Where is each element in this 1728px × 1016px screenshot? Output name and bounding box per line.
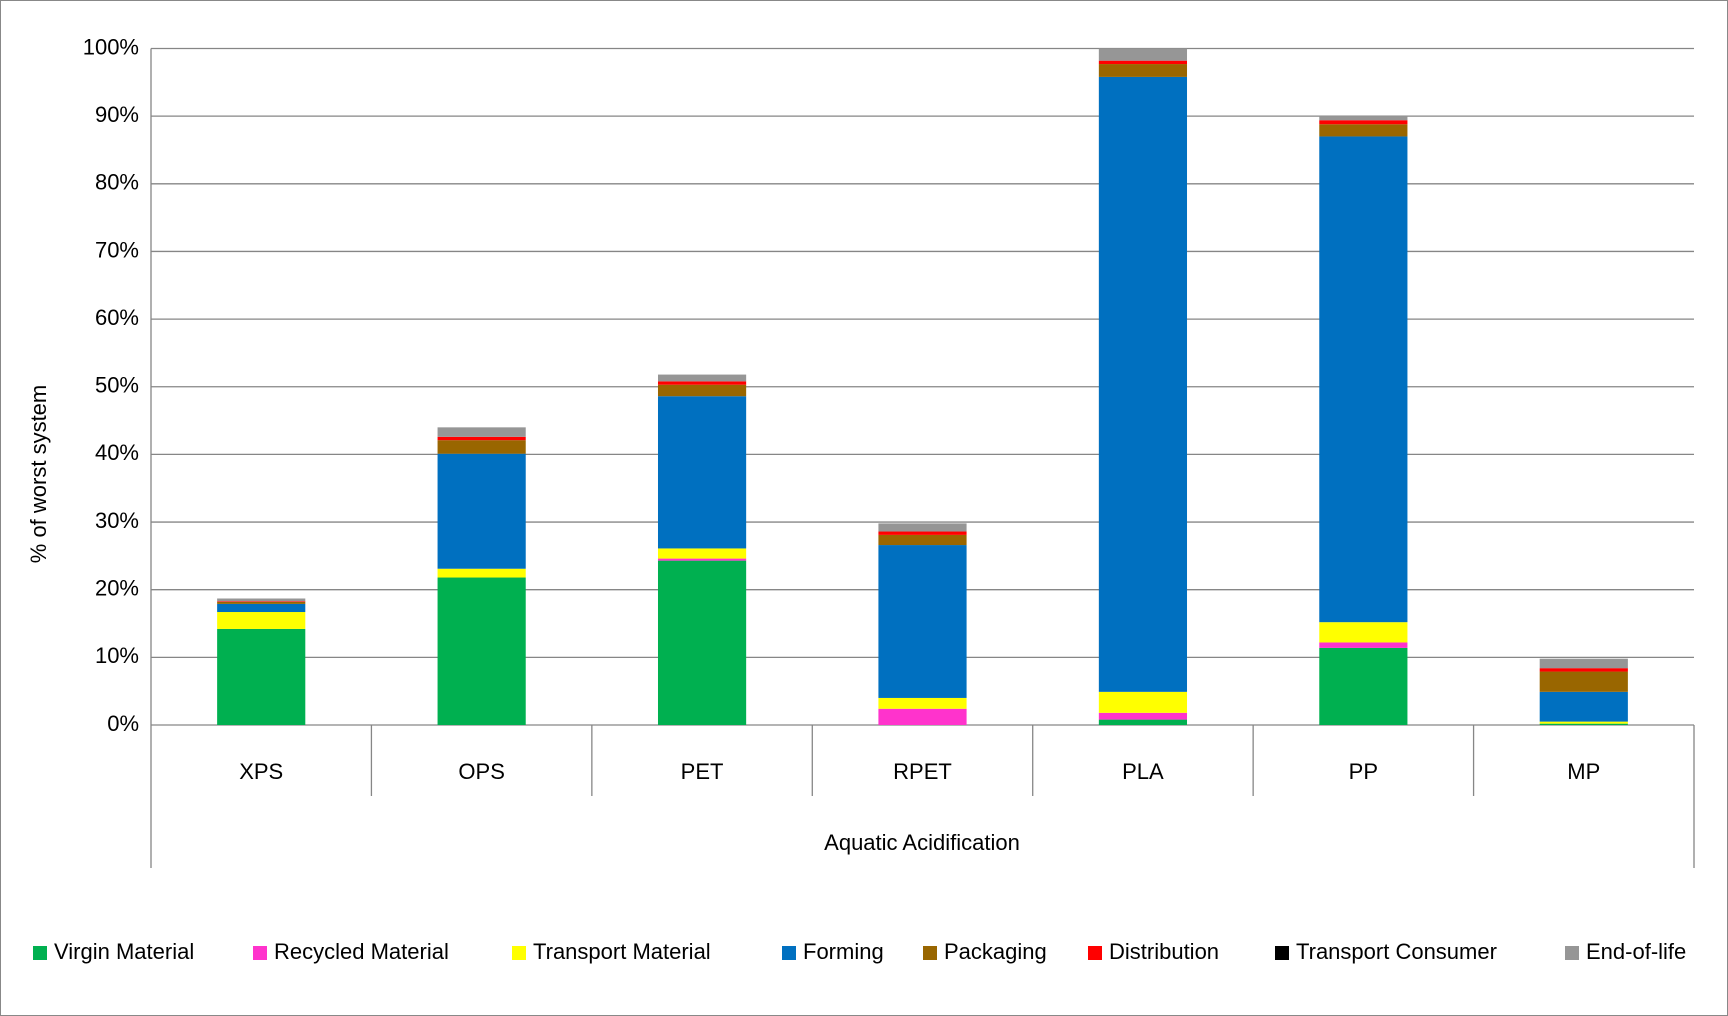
legend-swatch (782, 946, 796, 960)
bar-segment (1539, 723, 1628, 725)
bar-segment (1098, 76, 1188, 692)
legend-label: Distribution (1109, 939, 1219, 964)
bar-segment (1319, 642, 1408, 648)
legend-label: Recycled Material (274, 939, 449, 964)
bar-segment (1319, 622, 1408, 643)
legend-swatch (253, 946, 267, 960)
bar-segment (878, 523, 967, 532)
bar-segment (437, 453, 526, 569)
bar-segment (1098, 64, 1188, 77)
bar-segment (878, 697, 967, 709)
x-tick-label: PET (681, 759, 724, 784)
legend-label: Virgin Material (54, 939, 194, 964)
bar-segment (657, 384, 747, 397)
x-tick-label: PLA (1122, 759, 1164, 784)
bar-segment (1539, 668, 1628, 672)
legend-label: Transport Consumer (1296, 939, 1497, 964)
x-tick-label: RPET (893, 759, 952, 784)
x-axis-title: Aquatic Acidification (824, 830, 1020, 855)
bar-segment (217, 612, 306, 629)
y-tick-label: 40% (95, 440, 139, 465)
x-tick-label: PP (1349, 759, 1378, 784)
bar-segment (1319, 120, 1408, 125)
legend-swatch (1565, 946, 1579, 960)
bar-segment (217, 601, 306, 604)
bar-segment (1319, 136, 1408, 623)
legend-swatch (1088, 946, 1102, 960)
bar-segment (1319, 647, 1408, 725)
x-tick-label: XPS (239, 759, 283, 784)
bar-segment (437, 577, 526, 725)
legend-label: Transport Material (533, 939, 711, 964)
y-tick-label: 60% (95, 305, 139, 330)
bar-segment (217, 598, 306, 602)
legend-swatch (1275, 946, 1289, 960)
y-tick-label: 0% (107, 711, 139, 736)
bar-segment (657, 548, 747, 559)
bar-segment (437, 436, 526, 441)
legend-swatch (512, 946, 526, 960)
bar-segment (1319, 124, 1408, 137)
legend-label: End-of-life (1586, 939, 1686, 964)
y-tick-label: 50% (95, 373, 139, 398)
legend-swatch (33, 946, 47, 960)
y-tick-label: 20% (95, 576, 139, 601)
bar-segment (217, 601, 306, 602)
legend-swatch (923, 946, 937, 960)
y-tick-label: 70% (95, 237, 139, 262)
bar-segment (1098, 719, 1188, 725)
x-tick-label: MP (1567, 759, 1600, 784)
bar-segment (878, 708, 967, 725)
bar-segment (217, 603, 306, 613)
legend-label: Forming (803, 939, 884, 964)
bar-segment (657, 558, 747, 561)
bar-segment (1539, 671, 1628, 692)
bar-segment (878, 534, 967, 546)
y-axis-title: % of worst system (26, 385, 51, 563)
bar-segment (1319, 116, 1408, 121)
bar-segment (1539, 658, 1628, 669)
bar-segment (1539, 721, 1628, 724)
bar-segment (217, 628, 306, 725)
bar-segment (1098, 691, 1188, 713)
bar-segment (437, 427, 526, 437)
bar-segment (1098, 712, 1188, 720)
bar-segment (657, 396, 747, 549)
y-tick-label: 100% (83, 34, 139, 59)
y-tick-label: 10% (95, 643, 139, 668)
bar-segment (657, 381, 747, 385)
bar-segment (437, 440, 526, 454)
legend-label: Packaging (944, 939, 1047, 964)
bar-segment (437, 568, 526, 578)
y-tick-label: 80% (95, 170, 139, 195)
y-tick-label: 30% (95, 508, 139, 533)
bar-segment (657, 560, 747, 725)
bar-segment (1098, 60, 1188, 65)
bar-segment (878, 545, 967, 698)
bar-segment (1539, 691, 1628, 722)
x-tick-label: OPS (458, 759, 504, 784)
bar-segment (878, 531, 967, 535)
bar-segment (1098, 48, 1188, 61)
y-tick-label: 90% (95, 102, 139, 127)
bar-segment (657, 374, 747, 382)
